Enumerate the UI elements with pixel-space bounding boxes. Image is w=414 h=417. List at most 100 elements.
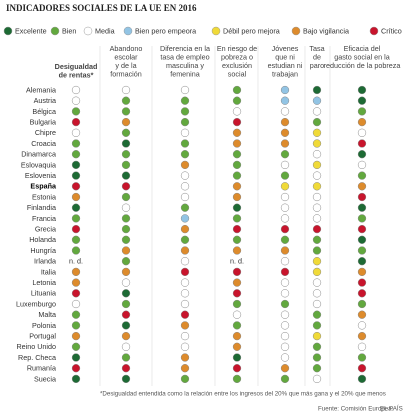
row-label: Croacia xyxy=(31,139,56,148)
indicator-dot xyxy=(280,246,290,255)
indicator-dot xyxy=(312,85,322,95)
indicator-dot xyxy=(71,117,81,127)
indicator-dot xyxy=(71,342,81,351)
indicator-dot xyxy=(312,107,322,116)
indicator-dot xyxy=(357,257,367,266)
indicator-dot xyxy=(357,192,367,202)
indicator-dot xyxy=(71,235,81,244)
indicator-dot xyxy=(180,267,190,277)
column-header: escolar xyxy=(114,52,138,61)
indicator-dot xyxy=(121,374,131,384)
indicator-dot xyxy=(280,171,290,180)
indicator-dot xyxy=(312,267,322,277)
indicator-dot xyxy=(357,235,367,244)
indicator-dot xyxy=(312,171,322,180)
indicator-dot xyxy=(180,364,190,373)
indicator-dot xyxy=(357,107,367,116)
indicator-dot xyxy=(71,96,81,105)
indicator-dot xyxy=(121,85,131,95)
indicator-dot xyxy=(180,224,190,234)
indicator-dot xyxy=(357,342,367,351)
row-label: Portugal xyxy=(29,332,56,341)
indicator-dot xyxy=(312,235,322,244)
indicator-dot xyxy=(357,310,367,319)
indicator-dot xyxy=(280,374,290,384)
indicator-dot xyxy=(232,128,242,137)
indicator-dot xyxy=(180,128,190,137)
indicator-dot xyxy=(180,117,190,127)
indicator-dot xyxy=(357,364,367,373)
indicator-dot xyxy=(71,267,81,277)
row-label: Reino Unido xyxy=(16,342,56,351)
indicator-dot xyxy=(71,364,81,373)
indicator-dot xyxy=(312,139,322,148)
indicator-dot xyxy=(121,353,131,362)
column-header: que ni xyxy=(275,52,295,61)
indicator-dot xyxy=(121,171,131,180)
indicator-dot xyxy=(312,192,322,202)
row-label: España xyxy=(30,182,57,191)
indicator-dot xyxy=(180,278,190,287)
indicator-dot xyxy=(71,139,81,148)
indicator-dot xyxy=(232,224,242,234)
indicator-dot xyxy=(121,224,131,234)
indicator-dot xyxy=(232,107,242,116)
indicator-dot xyxy=(121,321,131,330)
column-header: Desigualdad xyxy=(55,62,98,71)
row-label: Chipre xyxy=(35,128,56,137)
indicator-dot xyxy=(357,374,367,384)
indicator-dot xyxy=(71,353,81,362)
legend-label: Bien pero empeora xyxy=(135,26,196,35)
legend-label: Crítico xyxy=(381,26,402,35)
indicator-dot xyxy=(232,331,242,341)
indicator-dot xyxy=(280,321,290,330)
indicator-dot xyxy=(121,289,131,298)
indicator-dot xyxy=(280,364,290,373)
column-header: de rentas* xyxy=(59,70,94,79)
indicator-dot xyxy=(71,214,81,223)
indicator-dot xyxy=(71,160,81,170)
indicator-dot xyxy=(232,321,242,330)
indicator-dot xyxy=(232,246,242,255)
indicator-dot xyxy=(357,289,367,298)
column-header: femenina xyxy=(170,69,200,78)
indicator-dot xyxy=(71,374,81,384)
indicator-dot xyxy=(232,150,242,159)
indicator-dot xyxy=(357,353,367,362)
indicator-dot xyxy=(232,214,242,223)
indicator-dot xyxy=(71,192,81,202)
indicator-dot xyxy=(180,85,190,95)
row-label: Luxemburgo xyxy=(16,299,56,308)
indicator-dot xyxy=(312,150,322,159)
indicator-dot xyxy=(232,353,242,362)
row-label: Irlanda xyxy=(34,257,56,266)
indicator-dot xyxy=(180,192,190,202)
column-header: trabajan xyxy=(272,69,298,78)
indicator-dot xyxy=(312,214,322,223)
column-header: estudian ni xyxy=(268,61,303,70)
column-header: paro xyxy=(310,61,324,70)
indicator-dot xyxy=(71,331,81,341)
indicator-dot xyxy=(232,85,242,95)
indicator-dot xyxy=(232,160,242,170)
legend-label: Media xyxy=(95,26,115,35)
indicator-dot xyxy=(357,182,367,191)
indicator-dot xyxy=(312,289,322,298)
indicator-dot xyxy=(280,203,290,212)
indicator-dot xyxy=(357,150,367,159)
indicator-dot xyxy=(280,257,290,266)
indicator-dot xyxy=(71,85,81,95)
indicator-dot xyxy=(121,364,131,373)
indicator-dot xyxy=(71,171,81,180)
indicator-dot xyxy=(180,353,190,362)
indicator-dot xyxy=(280,267,290,277)
row-label: Suecia xyxy=(34,374,56,383)
indicator-dot xyxy=(280,85,290,95)
indicator-dot xyxy=(180,299,190,309)
row-label: Estonia xyxy=(32,192,56,201)
indicator-dot xyxy=(71,310,81,319)
indicator-dot xyxy=(121,257,131,266)
indicator-dot xyxy=(180,374,190,384)
indicator-dot xyxy=(357,85,367,95)
column-header: Jóvenes xyxy=(272,44,299,53)
